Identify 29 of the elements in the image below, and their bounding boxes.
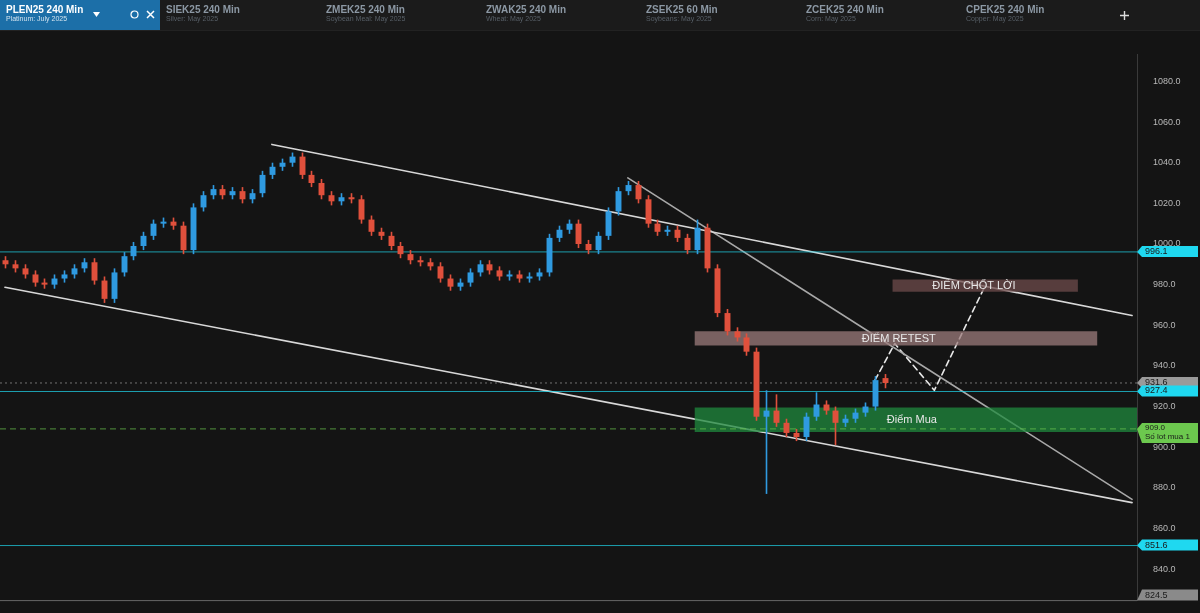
band-label: Điểm Mua <box>886 412 938 425</box>
y-tick-label: 1020.0 <box>1153 197 1181 208</box>
y-tick-label: 880.0 <box>1153 482 1176 493</box>
candlestick <box>437 261 444 284</box>
ref-line-label: 909.0 Số lot mua 1 <box>1145 423 1191 442</box>
y-tick-label: 840.0 <box>1153 563 1176 574</box>
text: ZCEK25 240 Min <box>806 4 885 15</box>
y-tick-label: 1080.0 <box>1153 75 1181 86</box>
text: SIEK25 240 Min <box>166 4 241 15</box>
y-tick-label: 920.0 <box>1153 401 1176 412</box>
y-tick-label: 980.0 <box>1153 279 1176 290</box>
y-tick-label: 940.0 <box>1153 360 1176 371</box>
ref-line-label: 927.4 <box>1145 385 1168 396</box>
text: ZSEK25 60 Min <box>646 4 719 15</box>
ref-line-label: 824.5 <box>1145 589 1168 600</box>
text: ZMEK25 240 Min <box>326 4 406 15</box>
ref-line-label: 851.6 <box>1145 539 1168 550</box>
candlestick <box>467 267 474 288</box>
y-tick-label: 960.0 <box>1153 319 1176 330</box>
text: CPEK25 240 Min <box>966 4 1046 15</box>
text: ZWAK25 240 Min <box>486 4 568 15</box>
band-label: ĐIỂM CHỐT LỜI <box>932 277 1016 291</box>
y-tick-label: 860.0 <box>1153 522 1176 533</box>
ref-line-label: 931.6 <box>1145 376 1168 387</box>
band-label: ĐIỂM RETEST <box>861 331 937 344</box>
y-tick-label: 1060.0 <box>1153 116 1181 127</box>
y-tick-label: 900.0 <box>1153 441 1176 452</box>
text: PLEN25 240 Min <box>6 4 85 15</box>
y-tick-label: 1040.0 <box>1153 157 1181 168</box>
